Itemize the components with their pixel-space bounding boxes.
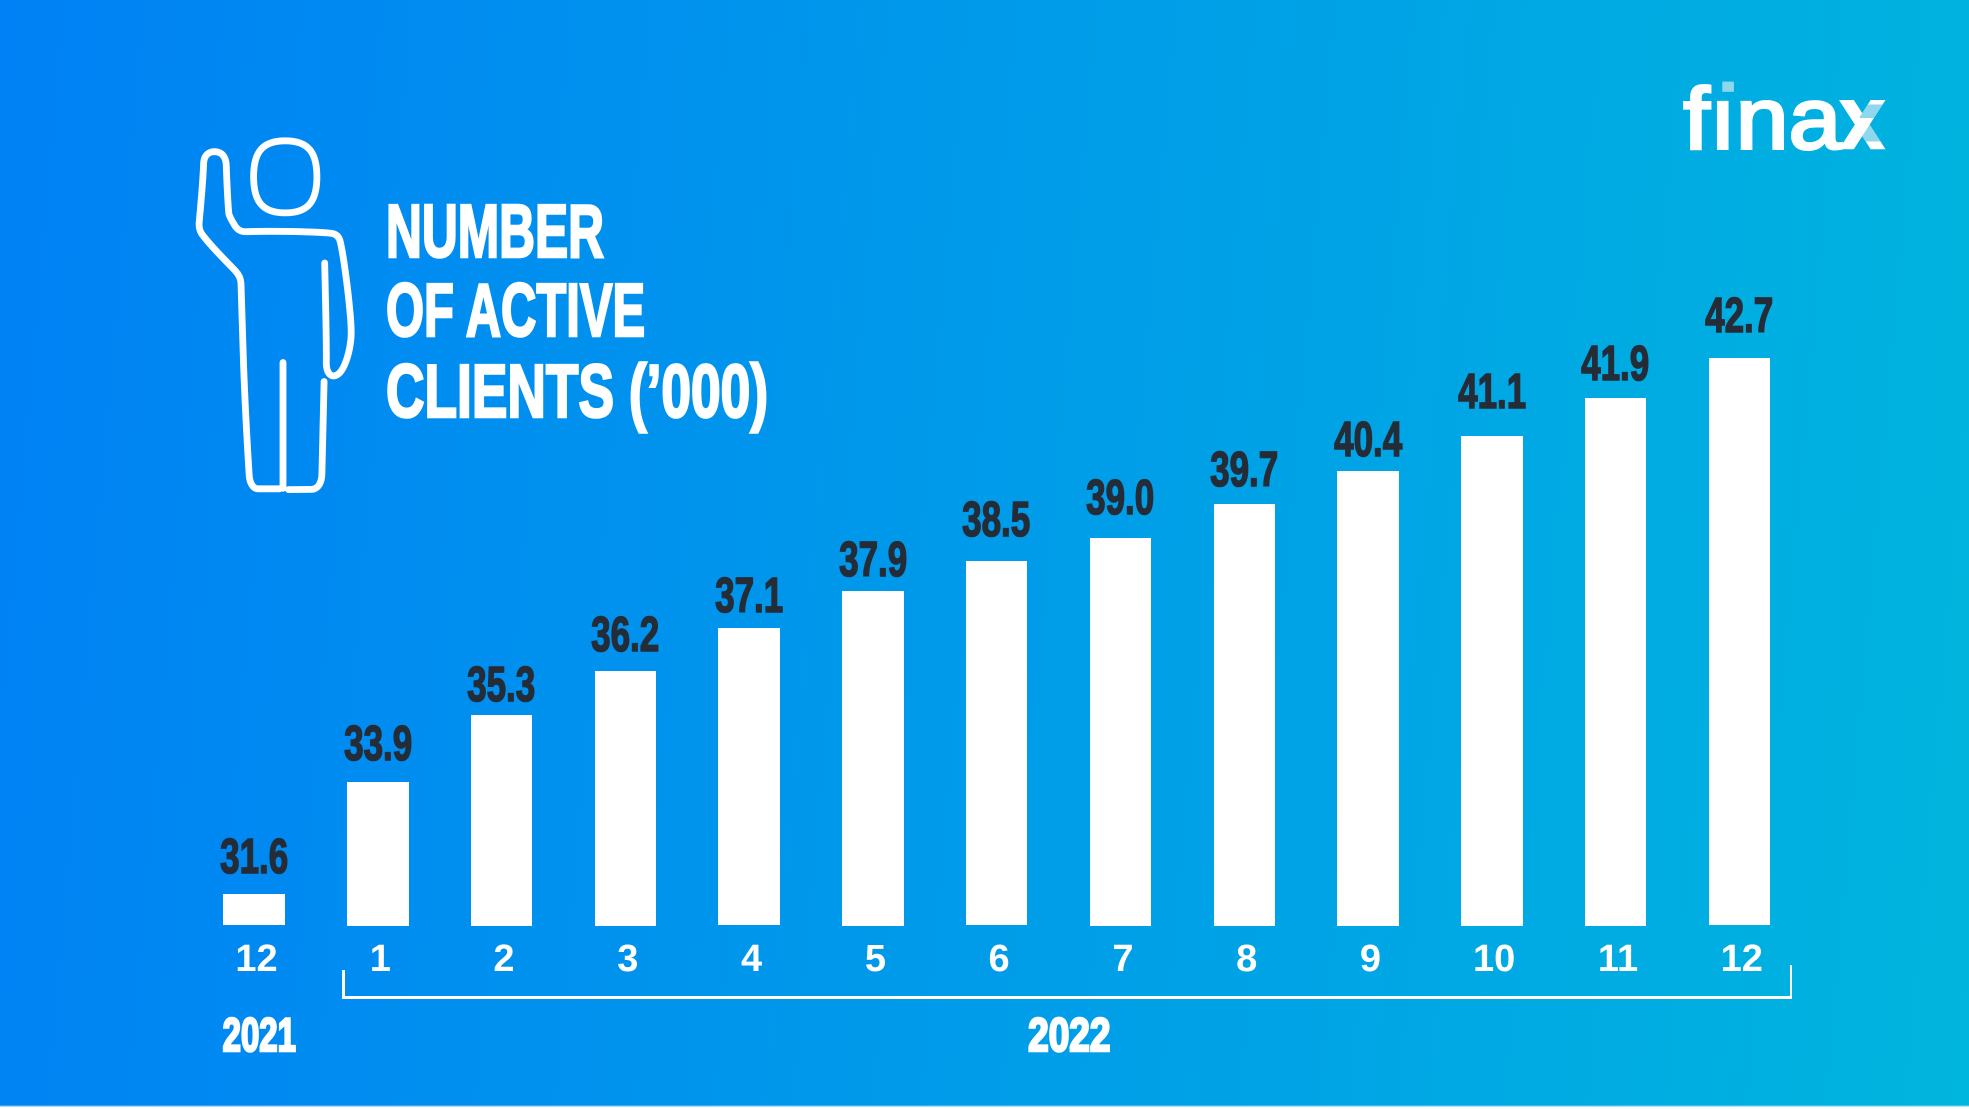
svg-text:fına: fına [1683, 71, 1841, 168]
